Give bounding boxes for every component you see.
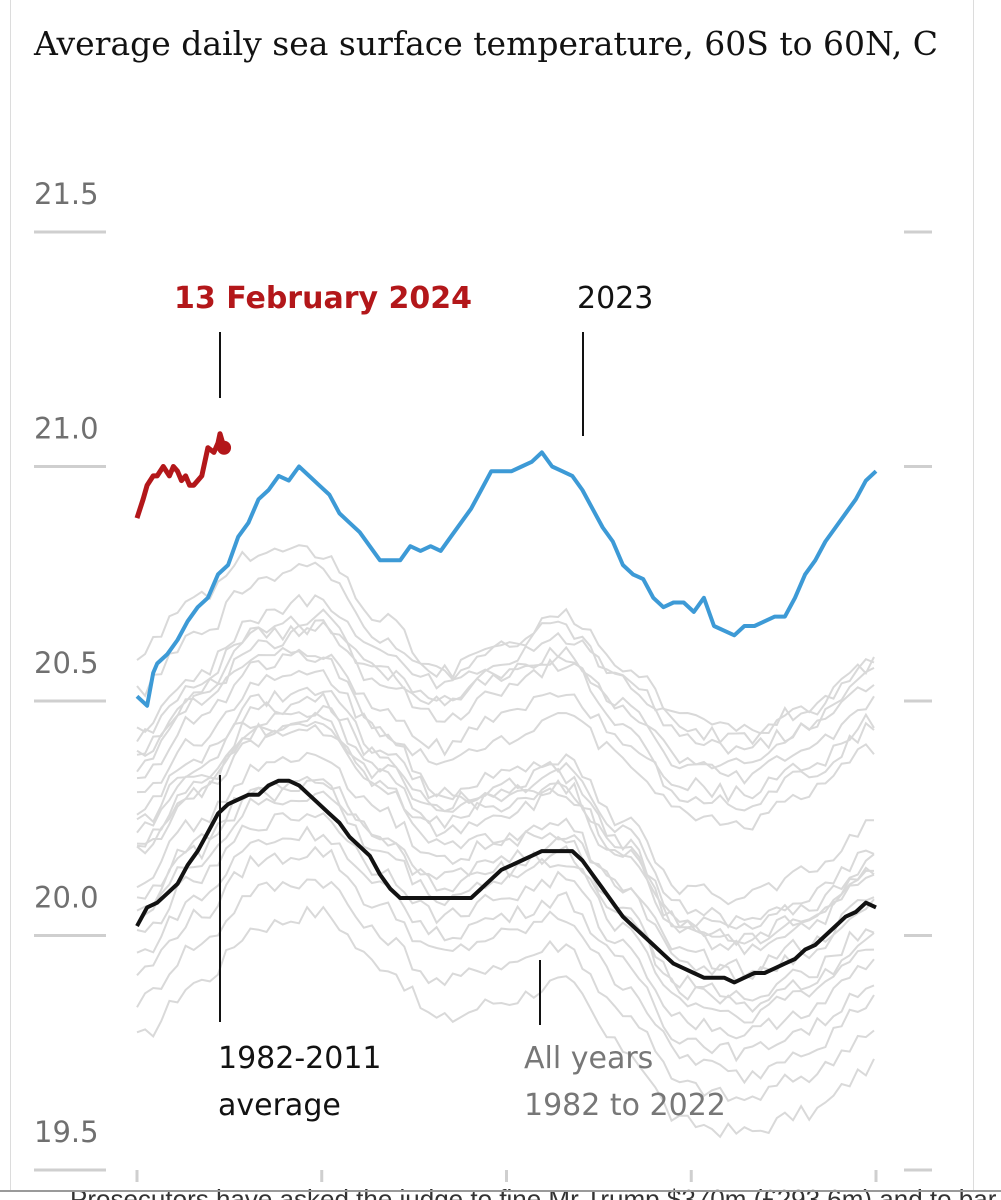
series-line-1982-2011-average — [135, 778, 877, 985]
year-line-1984 — [136, 878, 875, 1103]
year-line-2004 — [136, 704, 875, 930]
year-line-1986 — [136, 845, 875, 1085]
frame-left-border — [10, 0, 11, 1190]
year-line-1982 — [136, 905, 875, 1139]
annotations: 13 February 2024 2023 1982-2011 average All … — [174, 281, 726, 1123]
year-line-2008 — [136, 723, 875, 956]
frame-bottom-border — [0, 1190, 1001, 1192]
year-line-2018 — [136, 648, 875, 812]
cut-off-article-line: Prosecutors have asked the judge to fine… — [70, 1184, 997, 1200]
year-line-1996 — [136, 775, 875, 1002]
year-line-2006 — [136, 691, 875, 929]
chart-title: Average daily sea surface temperature, 6… — [34, 24, 938, 63]
year-line-1990 — [136, 812, 875, 1040]
annotation-label: 1982 to 2022 — [524, 1088, 726, 1123]
annotation-label: 2023 — [577, 281, 653, 316]
x-axis-ticks — [135, 1170, 878, 1182]
annotation-label: All years — [524, 1041, 653, 1076]
series-line-2023 — [135, 450, 878, 708]
y-tick-label: 21.0 — [34, 412, 99, 446]
annotation-label: average — [218, 1088, 341, 1123]
year-line-2015 — [136, 619, 875, 757]
year-line-2012 — [136, 686, 874, 906]
frame-right-border — [973, 0, 974, 1190]
year-line-2014 — [136, 669, 875, 831]
y-axis-ticks: 21.5 21.0 20.5 20.0 19.5 — [34, 177, 932, 1172]
highlight-series — [134, 431, 878, 985]
year-line-2016 — [136, 544, 875, 803]
year-line-2010 — [136, 646, 875, 947]
series-line-13-february-2024 — [134, 431, 227, 519]
all-years-lines — [136, 544, 875, 1139]
y-tick-label: 20.0 — [34, 881, 99, 915]
annotation-label: 1982-2011 — [218, 1041, 382, 1076]
y-tick-label: 21.5 — [34, 177, 99, 211]
y-tick-label: 20.5 — [34, 646, 99, 680]
latest-point-marker — [217, 440, 232, 455]
year-line-1988 — [136, 825, 875, 1063]
cut-off-article-text: Prosecutors have asked the judge to fine… — [0, 1182, 1001, 1200]
year-line-1998 — [136, 720, 875, 978]
year-line-2020 — [136, 561, 875, 755]
y-tick-label: 19.5 — [34, 1115, 99, 1149]
year-line-2022 — [136, 608, 875, 770]
annotation-label: 13 February 2024 — [174, 281, 472, 316]
year-line-2000 — [136, 751, 875, 984]
year-line-1992 — [136, 790, 875, 1024]
year-line-2021 — [136, 620, 875, 785]
